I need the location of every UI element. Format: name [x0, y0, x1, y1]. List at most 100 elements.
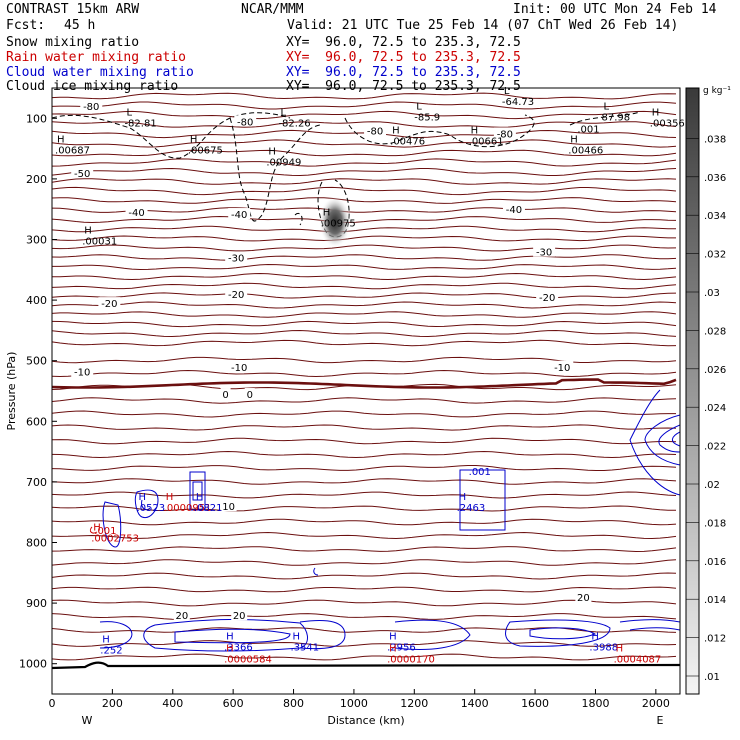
x-axis-label: Distance (km)	[327, 714, 404, 727]
extremum-mark: H	[139, 492, 147, 503]
isotherm-label: -20	[539, 293, 555, 304]
cloud-water-contour	[189, 471, 206, 511]
cloud-ice-contour	[294, 212, 303, 226]
isotherm	[52, 244, 677, 252]
isotherm	[52, 329, 677, 338]
isotherm	[52, 450, 677, 459]
isotherm-label: -40	[128, 208, 144, 219]
extremum-value: .00031	[82, 237, 117, 248]
isotherm-label: 10	[222, 502, 235, 513]
y-tick-label: 600	[26, 415, 47, 428]
isotherm	[52, 478, 677, 485]
isotherm	[52, 92, 677, 100]
isotherm-label: -20	[101, 299, 117, 310]
fcst-label: Fcst:	[6, 18, 46, 33]
isotherm	[52, 139, 677, 148]
isotherm	[52, 356, 677, 364]
cloud-ice-contour	[229, 117, 321, 222]
colorbar-tick-label: .014	[704, 595, 726, 606]
isotherm-label: -20	[228, 290, 244, 301]
isotherm	[52, 301, 677, 309]
colorbar-tick-label: .02	[704, 480, 720, 491]
y-tick-label: 900	[26, 597, 47, 610]
x-tick-label: 600	[223, 697, 244, 710]
extremum-mark: L	[280, 107, 286, 118]
cloud-water-contour	[174, 628, 291, 644]
isotherm	[52, 215, 677, 224]
label-background	[234, 115, 257, 127]
field-xy-cloudice: XY= 96.0, 72.5 to 235.3, 72.5	[286, 79, 521, 94]
extremum-mark: H	[570, 135, 578, 146]
extremum-mark: H	[196, 492, 204, 503]
extremum-value: .00949	[266, 158, 301, 169]
extremum-value: .001	[94, 526, 116, 537]
isotherm-label: -80	[367, 126, 383, 137]
extremum-value: -82.81	[124, 118, 156, 129]
colorbar-tick-label: .022	[704, 442, 726, 453]
isotherm	[52, 235, 676, 242]
extremum-value: .001	[469, 467, 491, 478]
cloud-ice-contour	[52, 112, 291, 159]
isotherm	[52, 121, 677, 128]
extremum-mark: H	[323, 207, 331, 218]
colorbar-tick-label: .032	[704, 250, 726, 261]
isotherm	[52, 627, 677, 633]
extremum-value: .00661	[469, 137, 504, 148]
colorbar-tick-label: .01	[704, 672, 720, 683]
isotherm	[52, 158, 677, 167]
extremum-value: .00466	[568, 146, 603, 157]
model-title: CONTRAST 15km ARW	[6, 2, 140, 17]
cloud-water-contour	[141, 499, 151, 511]
cloud-water-contour	[134, 489, 159, 519]
extremum-mark: H	[84, 226, 92, 237]
extremum-value: -82.26	[278, 118, 310, 129]
rain-water-contours	[89, 526, 98, 534]
isotherm-label: -10	[554, 363, 570, 374]
colorbar-tick-label: .024	[704, 403, 726, 414]
label-background	[536, 291, 559, 303]
extremum-mark: H	[471, 126, 479, 137]
cloud-water-contour	[658, 424, 680, 453]
extremum-value: .0000170	[387, 655, 435, 666]
contour-labels: -80 -80 -80 -80 -50 -40 -40 -40 -30 -30 -20 -20 -20 -…	[55, 86, 685, 666]
field-name-snow: Snow mixing ratio	[6, 35, 140, 50]
isotherm	[52, 272, 677, 281]
cloud-water-contour	[619, 619, 680, 623]
init-time: Init: 00 UTC Mon 24 Feb 14	[513, 2, 717, 17]
extremum-mark: H	[268, 147, 276, 158]
freezing-line	[52, 378, 677, 389]
isotherm	[52, 369, 677, 378]
label-background	[493, 127, 516, 139]
isotherm	[52, 559, 677, 566]
label-background	[80, 100, 103, 112]
colorbar-tick-label: .028	[704, 326, 726, 337]
field-xy-snow: XY= 96.0, 72.5 to 235.3, 72.5	[286, 35, 521, 50]
colorbar-unit: g kg⁻¹	[703, 86, 731, 96]
extremum-mark: H	[459, 492, 467, 503]
isotherm	[52, 586, 677, 593]
extremum-mark: H	[57, 135, 65, 146]
extremum-mark: H	[616, 644, 624, 655]
extremum-mark: H	[389, 632, 397, 643]
cloud-water-contour	[459, 469, 506, 531]
isotherm	[52, 572, 677, 580]
extremum-mark: L	[416, 101, 422, 112]
isotherm	[52, 311, 677, 318]
extremum-mark: H	[652, 107, 660, 118]
isotherm	[52, 167, 677, 177]
extremum-value: .0000951	[164, 503, 212, 514]
isotherm	[52, 505, 677, 512]
x-tick-label: 400	[162, 697, 183, 710]
extremum-mark: H	[226, 644, 234, 655]
extremum-value: .0004087	[614, 655, 662, 666]
colorbar-tick-label: .03	[704, 288, 720, 299]
cloud-water-contour	[505, 619, 611, 647]
isotherm	[52, 254, 677, 261]
extremum-mark: H	[190, 135, 198, 146]
y-tick-label: 100	[26, 112, 47, 125]
isotherm-label: 0	[247, 390, 253, 401]
extremum-value: .3366	[224, 643, 253, 654]
valid-time: Valid: 21 UTC Tue 25 Feb 14 (07 ChT Wed …	[287, 18, 679, 33]
center-title: NCAR/MMM	[241, 2, 304, 17]
label-background	[225, 251, 248, 263]
